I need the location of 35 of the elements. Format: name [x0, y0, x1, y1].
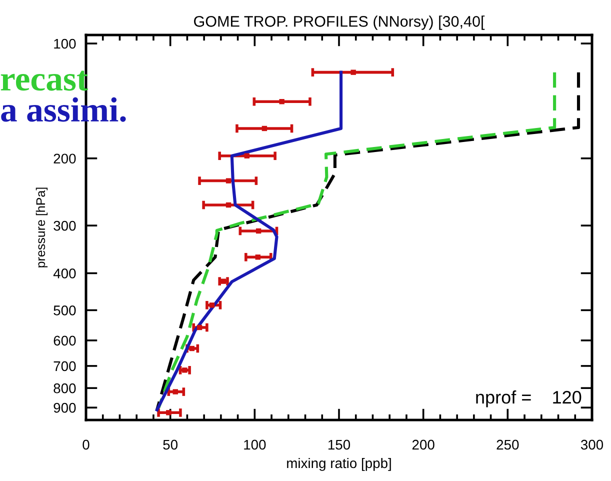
point [226, 202, 232, 208]
x-tick-label: 150 [328, 440, 350, 450]
point [182, 368, 188, 373]
point [209, 302, 215, 308]
chart-title: GOME TROP. PROFILES (NNorsy) [30,40[ [194, 16, 485, 30]
annotation: nprof = 120 [476, 390, 582, 408]
y-tick-label: 100 [54, 38, 76, 49]
point [256, 228, 262, 234]
x-tick-label: 200 [412, 440, 434, 450]
x-tick-label: 100 [244, 440, 266, 450]
line-series [155, 70, 343, 412]
point [189, 346, 195, 352]
point [172, 389, 178, 394]
y-tick-label: 300 [54, 220, 76, 231]
x-tick-label: 0 [82, 440, 90, 450]
point [255, 254, 260, 260]
y-tick-label: 600 [54, 336, 76, 346]
x-tick-label: 300 [580, 440, 604, 450]
point [166, 410, 172, 416]
point [262, 126, 268, 132]
y-axis-title: pressure [hPa] [36, 188, 48, 268]
y-tick-label: 700 [54, 361, 76, 372]
x-tick-label: 50 [163, 440, 178, 450]
point [244, 153, 250, 158]
x-axis-title: mixing ratio [ppb] [287, 458, 391, 471]
y-tick-label: 900 [54, 402, 76, 413]
point [226, 178, 232, 184]
y-tick-label: 800 [54, 383, 76, 394]
y-tick-label: 200 [54, 154, 76, 164]
y-tick-label: 500 [54, 306, 76, 316]
point [350, 70, 356, 75]
point [196, 324, 202, 330]
point [279, 99, 284, 104]
y-tick-label: 400 [53, 268, 76, 278]
x-tick-label: 250 [496, 440, 519, 450]
